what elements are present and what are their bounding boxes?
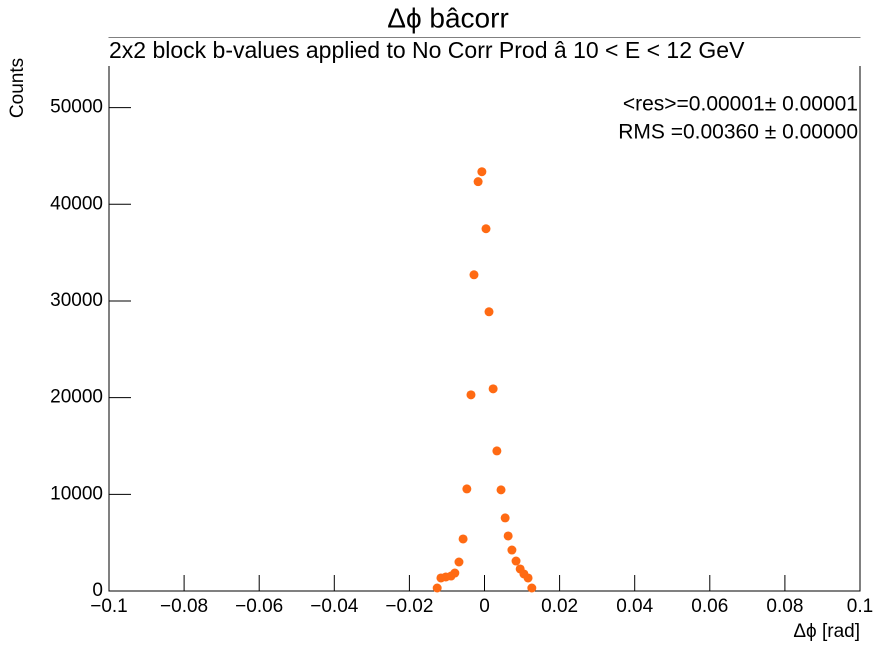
data-point [432, 583, 442, 593]
data-point [507, 545, 517, 555]
x-tick-label: −0.04 [310, 596, 359, 617]
y-tick-label: 40000 [50, 193, 103, 214]
x-tick-label: −0.06 [235, 596, 283, 617]
x-tick-label: 0.06 [691, 596, 728, 617]
data-point [462, 484, 472, 494]
y-tick-label: 50000 [50, 97, 103, 118]
title-background [100, 38, 896, 66]
data-point [481, 224, 491, 234]
data-point [477, 167, 487, 177]
y-tick-label: 20000 [50, 387, 103, 408]
chart-title: Δϕ bâcorr [387, 2, 509, 33]
data-point [523, 573, 533, 583]
data-point [488, 384, 498, 394]
x-tick-label: 0.04 [616, 596, 653, 617]
chart-subtitle: 2x2 block b-values applied to No Corr Pr… [109, 37, 745, 63]
stat-rms: RMS =0.00360 ± 0.00000 [618, 121, 858, 144]
x-tick-label: −0.1 [90, 596, 128, 617]
data-point [473, 177, 483, 187]
data-point [454, 557, 464, 567]
data-point [527, 583, 537, 593]
stat-mean: <res>=0.00001± 0.00001 [623, 93, 858, 116]
y-tick-label: 30000 [50, 290, 103, 311]
data-point [503, 531, 513, 541]
data-point [466, 390, 476, 400]
y-axis-label: Counts [7, 58, 28, 118]
x-tick-label: 0 [479, 596, 490, 617]
x-tick-label: 0.02 [541, 596, 578, 617]
data-point [511, 556, 521, 566]
data-point [500, 513, 510, 523]
y-tick-label: 0 [92, 580, 103, 601]
y-tick-label: 10000 [50, 483, 103, 504]
data-point [492, 446, 502, 456]
x-tick-label: 0.08 [766, 596, 803, 617]
data-point [458, 534, 468, 544]
x-axis-label: Δϕ [rad] [793, 621, 860, 642]
x-tick-label: −0.08 [160, 596, 208, 617]
x-tick-label: −0.02 [385, 596, 433, 617]
data-point [469, 270, 479, 280]
x-tick-label: 0.1 [847, 596, 873, 617]
data-point [450, 568, 460, 578]
data-point [496, 485, 506, 495]
data-point [484, 307, 494, 317]
